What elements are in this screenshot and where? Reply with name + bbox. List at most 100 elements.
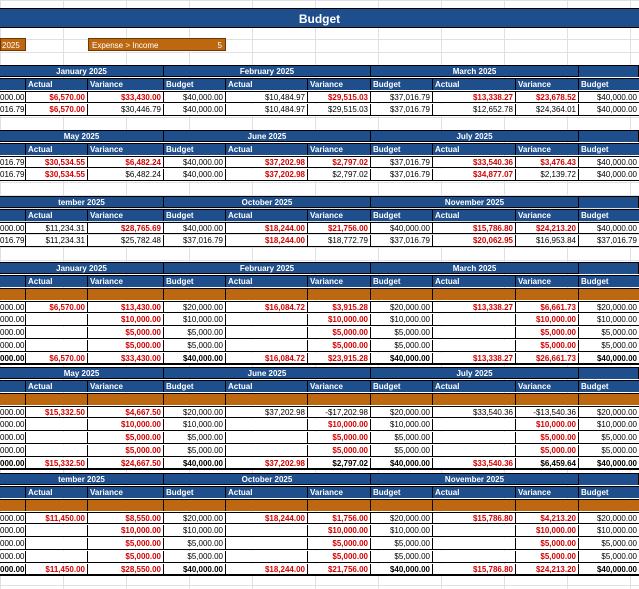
column-header-actual[interactable]: Actual bbox=[26, 78, 88, 90]
category-band-cell[interactable] bbox=[433, 499, 516, 511]
value-cell[interactable]: 016.79 bbox=[0, 169, 26, 181]
value-cell[interactable]: $5,000.00 bbox=[371, 327, 433, 339]
value-cell[interactable]: $6,570.00 bbox=[26, 91, 88, 103]
value-cell[interactable]: $10,000.00 bbox=[371, 525, 433, 537]
column-header-variance[interactable]: Variance bbox=[308, 380, 371, 392]
category-band-cell[interactable] bbox=[371, 499, 433, 511]
value-cell[interactable]: $6,661.73 bbox=[516, 301, 579, 313]
column-header-budget[interactable]: Budget bbox=[371, 380, 433, 392]
total-cell[interactable]: $33,540.36 bbox=[433, 458, 516, 470]
value-cell[interactable]: -$17,202.98 bbox=[308, 406, 371, 418]
total-cell[interactable]: 000.00 bbox=[0, 458, 26, 470]
month-header[interactable]: June 2025 bbox=[164, 367, 371, 379]
value-cell[interactable]: $28,765.69 bbox=[88, 222, 164, 234]
column-header-budget[interactable]: Budget bbox=[579, 275, 639, 287]
value-cell[interactable]: 016.79 bbox=[0, 156, 26, 168]
value-cell[interactable]: $2,797.02 bbox=[308, 169, 371, 181]
value-cell[interactable]: $5,000.00 bbox=[516, 538, 579, 550]
value-cell[interactable]: 000.00 bbox=[0, 91, 26, 103]
value-cell[interactable]: $29,515.03 bbox=[308, 104, 371, 116]
value-cell[interactable]: $20,000.00 bbox=[371, 406, 433, 418]
value-cell[interactable]: $10,000.00 bbox=[164, 419, 226, 431]
value-cell[interactable]: $20,000.00 bbox=[371, 301, 433, 313]
value-cell[interactable]: $5,000.00 bbox=[164, 445, 226, 457]
column-header-budget[interactable]: Budget bbox=[164, 143, 226, 155]
value-cell[interactable]: 000.00 bbox=[0, 551, 26, 563]
column-header-actual[interactable]: Actual bbox=[226, 380, 308, 392]
total-cell[interactable]: $40,000.00 bbox=[371, 458, 433, 470]
column-header-budget[interactable]: Budget bbox=[579, 78, 639, 90]
value-cell[interactable]: 000.00 bbox=[0, 419, 26, 431]
category-band-cell[interactable] bbox=[516, 288, 579, 300]
column-header-cell[interactable] bbox=[0, 209, 26, 221]
value-cell[interactable]: $37,016.79 bbox=[371, 156, 433, 168]
value-cell[interactable]: $20,000.00 bbox=[579, 512, 639, 524]
category-band-cell[interactable] bbox=[0, 288, 26, 300]
category-band-cell[interactable] bbox=[164, 499, 226, 511]
value-cell[interactable]: $5,000.00 bbox=[308, 551, 371, 563]
value-cell[interactable]: $5,000.00 bbox=[308, 538, 371, 550]
value-cell[interactable]: $10,000.00 bbox=[308, 525, 371, 537]
value-cell[interactable]: $33,430.00 bbox=[88, 91, 164, 103]
value-cell[interactable]: $10,000.00 bbox=[308, 314, 371, 326]
value-cell[interactable]: $5,000.00 bbox=[579, 538, 639, 550]
category-band-cell[interactable] bbox=[308, 393, 371, 405]
value-cell[interactable]: $5,000.00 bbox=[88, 432, 164, 444]
value-cell[interactable] bbox=[26, 327, 88, 339]
month-header[interactable]: October 2025 bbox=[164, 473, 371, 485]
month-header[interactable]: January 2025 bbox=[0, 262, 164, 274]
value-cell[interactable]: 000.00 bbox=[0, 445, 26, 457]
value-cell[interactable]: $24,213.20 bbox=[516, 222, 579, 234]
category-band-cell[interactable] bbox=[226, 393, 308, 405]
value-cell[interactable]: $5,000.00 bbox=[516, 445, 579, 457]
column-header-actual[interactable]: Actual bbox=[26, 380, 88, 392]
column-header-variance[interactable]: Variance bbox=[516, 380, 579, 392]
column-header-cell[interactable] bbox=[0, 275, 26, 287]
value-cell[interactable]: $40,000.00 bbox=[164, 222, 226, 234]
category-band-cell[interactable] bbox=[88, 499, 164, 511]
month-header[interactable]: January 2025 bbox=[0, 65, 164, 77]
category-band-cell[interactable] bbox=[88, 393, 164, 405]
value-cell[interactable]: 016.79 bbox=[0, 104, 26, 116]
value-cell[interactable]: 000.00 bbox=[0, 512, 26, 524]
column-header-budget[interactable]: Budget bbox=[164, 486, 226, 498]
value-cell[interactable]: $20,000.00 bbox=[579, 301, 639, 313]
value-cell[interactable]: $10,000.00 bbox=[516, 419, 579, 431]
column-header-budget[interactable]: Budget bbox=[579, 209, 639, 221]
total-cell[interactable]: $2,797.02 bbox=[308, 458, 371, 470]
column-header-budget[interactable]: Budget bbox=[371, 209, 433, 221]
value-cell[interactable] bbox=[433, 327, 516, 339]
value-cell[interactable] bbox=[433, 445, 516, 457]
column-header-actual[interactable]: Actual bbox=[226, 209, 308, 221]
column-header-variance[interactable]: Variance bbox=[88, 78, 164, 90]
value-cell[interactable]: $21,756.00 bbox=[308, 222, 371, 234]
column-header-variance[interactable]: Variance bbox=[88, 380, 164, 392]
value-cell[interactable]: $37,016.79 bbox=[579, 235, 639, 247]
total-cell[interactable]: $26,661.73 bbox=[516, 353, 579, 365]
value-cell[interactable]: $20,000.00 bbox=[164, 301, 226, 313]
value-cell[interactable]: $10,000.00 bbox=[88, 419, 164, 431]
value-cell[interactable]: $6,570.00 bbox=[26, 301, 88, 313]
value-cell[interactable] bbox=[433, 432, 516, 444]
value-cell[interactable]: $4,667.50 bbox=[88, 406, 164, 418]
value-cell[interactable] bbox=[433, 340, 516, 352]
month-header[interactable]: July 2025 bbox=[371, 367, 579, 379]
value-cell[interactable]: $5,000.00 bbox=[308, 445, 371, 457]
total-cell[interactable]: $23,915.28 bbox=[308, 353, 371, 365]
month-header[interactable]: tember 2025 bbox=[0, 196, 164, 208]
column-header-variance[interactable]: Variance bbox=[88, 275, 164, 287]
value-cell[interactable]: $5,000.00 bbox=[308, 432, 371, 444]
column-header-variance[interactable]: Variance bbox=[516, 275, 579, 287]
total-cell[interactable]: $40,000.00 bbox=[579, 458, 639, 470]
column-header-actual[interactable]: Actual bbox=[433, 209, 516, 221]
value-cell[interactable]: $10,484.97 bbox=[226, 104, 308, 116]
category-band-cell[interactable] bbox=[0, 499, 26, 511]
month-header[interactable]: June 2025 bbox=[164, 130, 371, 142]
value-cell[interactable]: $5,000.00 bbox=[88, 445, 164, 457]
total-cell[interactable]: 000.00 bbox=[0, 564, 26, 576]
column-header-cell[interactable] bbox=[0, 143, 26, 155]
value-cell[interactable]: $40,000.00 bbox=[579, 222, 639, 234]
value-cell[interactable]: $40,000.00 bbox=[164, 91, 226, 103]
value-cell[interactable]: $11,450.00 bbox=[26, 512, 88, 524]
column-header-variance[interactable]: Variance bbox=[516, 143, 579, 155]
